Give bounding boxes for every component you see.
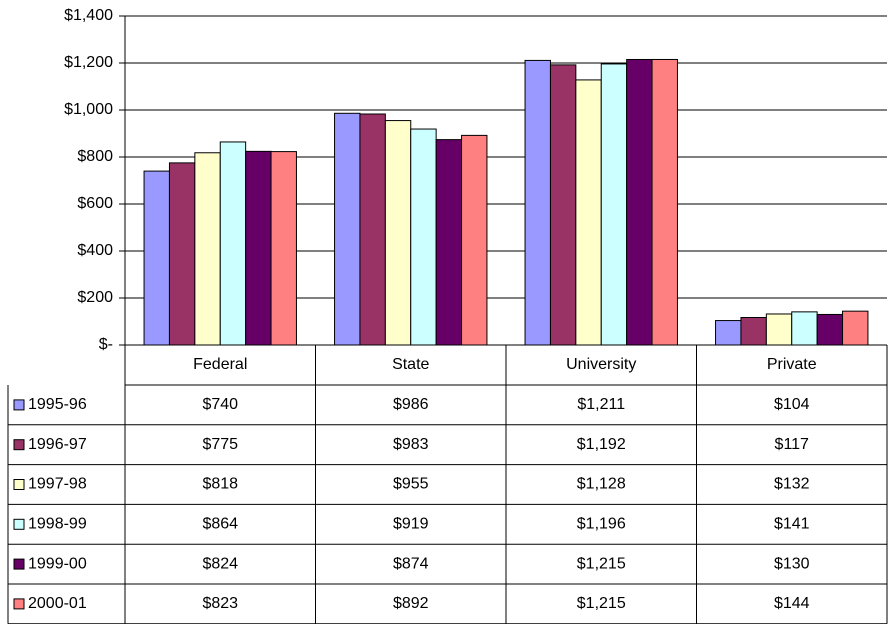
legend-label: 1996-97	[28, 436, 87, 453]
legend-label: 1995-96	[28, 396, 87, 413]
table-cell: $104	[774, 396, 810, 413]
bar	[168, 162, 196, 346]
x-tick-label: State	[392, 356, 429, 373]
legend-key	[13, 399, 25, 411]
table-cell: $955	[393, 476, 429, 493]
legend-key	[13, 518, 25, 530]
table-cell: $892	[393, 595, 429, 612]
legend-label: 1997-98	[28, 476, 87, 493]
bar	[651, 58, 678, 346]
table-cell: $823	[202, 595, 238, 612]
bar	[842, 310, 869, 346]
bar	[219, 141, 247, 346]
table-cell: $824	[202, 555, 238, 572]
table-cell: $775	[202, 436, 238, 453]
x-tick-label: University	[566, 356, 636, 373]
bar	[461, 134, 488, 346]
table-cell: $132	[774, 476, 810, 493]
bar	[270, 151, 297, 346]
bar	[816, 313, 844, 346]
legend-key	[13, 479, 25, 490]
x-tick-label: Private	[767, 356, 817, 373]
bar	[524, 59, 551, 346]
y-tick-label: $400	[77, 242, 113, 259]
table-cell: $117	[775, 436, 810, 453]
legend-key	[13, 439, 25, 451]
legend-key	[13, 598, 25, 610]
bar	[410, 128, 437, 346]
bar	[245, 150, 272, 346]
bar	[334, 112, 361, 346]
bar	[143, 170, 170, 346]
y-tick-label: $800	[77, 148, 113, 165]
table-cell: $986	[393, 396, 429, 413]
table-cell: $919	[393, 516, 429, 533]
table-cell: $740	[202, 396, 238, 413]
legend-label: 1998-99	[28, 516, 87, 533]
table-cell: $874	[393, 555, 429, 572]
legend-label: 2000-01	[28, 595, 87, 612]
y-tick-label: $600	[77, 195, 113, 212]
table-cell: $1,215	[577, 595, 626, 612]
bar	[740, 317, 767, 346]
bar	[626, 58, 653, 346]
table-cell: $144	[774, 595, 810, 612]
table-cell: $1,128	[577, 476, 626, 493]
bar	[791, 311, 818, 346]
y-tick-label: $1,200	[64, 54, 113, 71]
table-cell: $1,192	[577, 436, 626, 453]
bar	[765, 313, 793, 346]
bar	[359, 113, 386, 346]
y-tick-label: $1,000	[64, 101, 113, 118]
table-cell: $130	[774, 555, 810, 572]
table-cell: $1,196	[577, 516, 626, 533]
table-cell: $983	[393, 436, 429, 453]
bar	[600, 63, 628, 346]
table-cell: $864	[202, 516, 238, 533]
bar	[384, 120, 412, 346]
table-cell: $141	[774, 516, 810, 533]
bar	[549, 64, 577, 346]
bar	[194, 152, 221, 346]
table-cell: $1,211	[577, 396, 625, 413]
table-cell: $1,215	[577, 555, 626, 572]
legend-key	[13, 558, 25, 570]
legend-label: 1999-00	[28, 555, 87, 572]
y-tick-label: $-	[99, 336, 113, 353]
table-cell: $818	[202, 476, 238, 493]
bar	[715, 320, 742, 346]
y-tick-label: $1,400	[64, 7, 113, 24]
bar	[435, 139, 463, 346]
y-tick-label: $200	[77, 289, 113, 306]
bar	[575, 79, 602, 346]
x-tick-label: Federal	[193, 356, 247, 373]
